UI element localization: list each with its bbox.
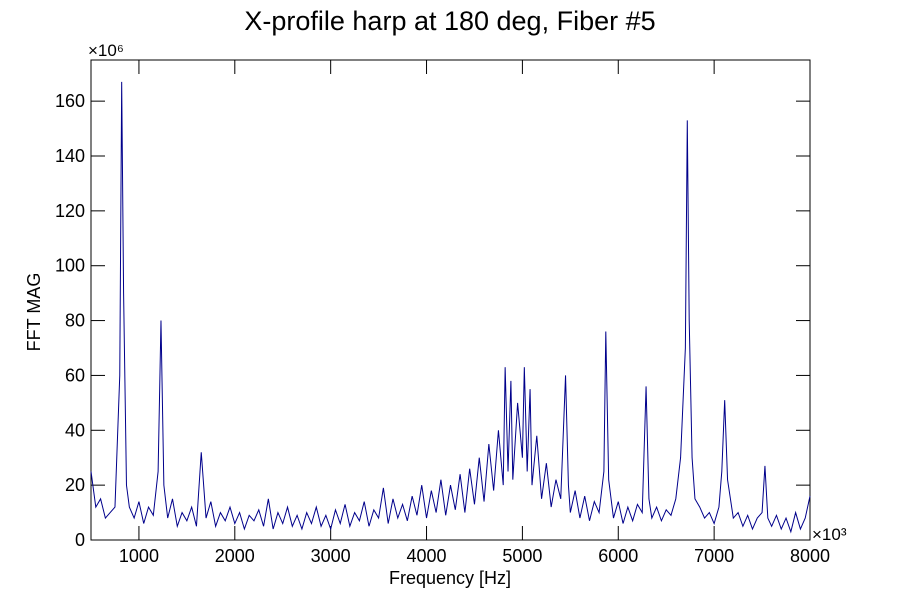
x-tick-label: 5000 xyxy=(502,546,542,566)
y-tick-label: 20 xyxy=(65,475,85,495)
y-tick-label: 40 xyxy=(65,420,85,440)
spectrum-line xyxy=(90,81,811,534)
x-axis-title: Frequency [Hz] xyxy=(389,568,511,588)
x-tick-label: 3000 xyxy=(311,546,351,566)
y-tick-label: 160 xyxy=(55,91,85,111)
x-exponent: ×10³ xyxy=(812,525,847,544)
x-tick-label: 7000 xyxy=(694,546,734,566)
y-tick-label: 0 xyxy=(75,530,85,550)
y-tick-label: 140 xyxy=(55,146,85,166)
y-tick-label: 100 xyxy=(55,256,85,276)
y-tick-label: 80 xyxy=(65,311,85,331)
y-tick-label: 120 xyxy=(55,201,85,221)
y-axis-title: FFT MAG xyxy=(24,273,44,352)
y-exponent: ×10⁶ xyxy=(88,41,124,60)
y-tick-label: 60 xyxy=(65,365,85,385)
x-tick-label: 4000 xyxy=(407,546,447,566)
x-tick-label: 1000 xyxy=(119,546,159,566)
plot-frame xyxy=(90,59,811,541)
x-tick-label: 2000 xyxy=(215,546,255,566)
x-tick-label: 6000 xyxy=(598,546,638,566)
x-tick-label: 8000 xyxy=(790,546,830,566)
chart-title: X-profile harp at 180 deg, Fiber #5 xyxy=(244,6,655,36)
